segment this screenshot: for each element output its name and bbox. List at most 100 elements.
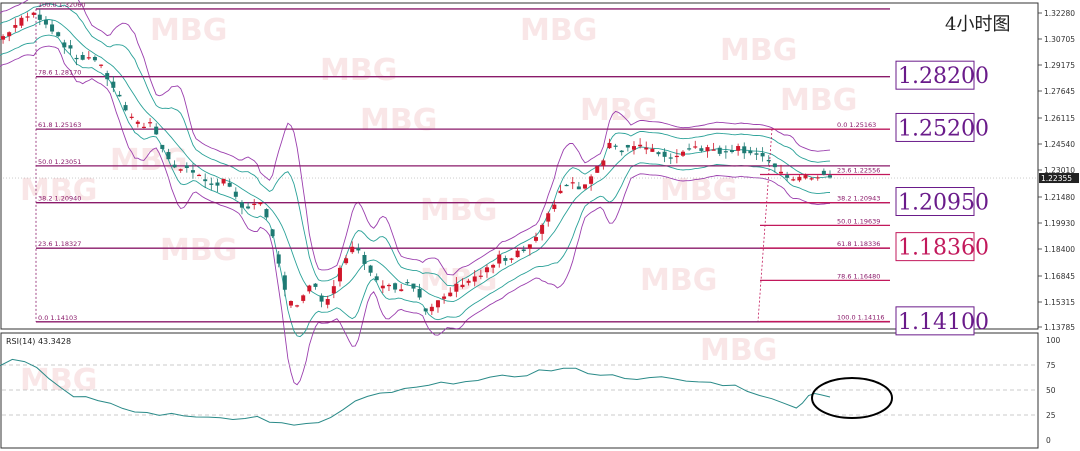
candle-body [13, 25, 18, 28]
candle-body [190, 170, 195, 173]
price-tick-label: 1.16845 [1044, 272, 1075, 281]
candle-body [466, 280, 471, 283]
candle-body [693, 146, 698, 148]
candle-body [442, 296, 447, 299]
watermark-mbg: MBG [150, 13, 227, 48]
candle-body [472, 276, 477, 282]
candle-body [460, 284, 465, 288]
candle-body [393, 283, 398, 290]
fibonacci-lines: 100.0 1.32060 78.6 1.28170 61.8 1.25163 50.… [35, 1, 890, 323]
candle-body [785, 175, 790, 178]
fib-right-label: 23.6 1.22556 [837, 167, 880, 175]
fib-left-label: 78.6 1.28170 [38, 69, 81, 77]
candle-body [638, 144, 643, 147]
candle-body [301, 295, 306, 301]
candle-body [484, 267, 489, 273]
candle-body [356, 247, 361, 251]
price-axis: 1.32280 1.30705 1.29175 1.27645 1.26115 1.245… [0, 9, 1075, 332]
candle-body [772, 163, 777, 168]
candle-body [515, 250, 520, 258]
price-tick-label: 1.32280 [1044, 9, 1075, 18]
fib-left-label: 23.6 1.18327 [38, 240, 81, 248]
watermark-mbg: MBG [420, 193, 497, 228]
candle-body [540, 224, 545, 234]
candle-body [754, 153, 759, 155]
candle-body [246, 206, 251, 209]
candle-body [656, 152, 661, 155]
candle-body [423, 308, 428, 312]
candle-body [717, 147, 722, 154]
current-price-label: 1.22355 [1041, 174, 1072, 183]
fib-left-label: 38.2 1.20940 [38, 195, 81, 203]
candle-body [613, 145, 618, 147]
candle-body [307, 285, 312, 292]
key-level-box [895, 112, 975, 142]
candle-body [221, 178, 226, 184]
candle-body [619, 150, 624, 153]
candle-body [687, 148, 692, 150]
fib-right-label: 0.0 1.25163 [837, 121, 876, 129]
candle-body [736, 146, 741, 151]
candle-body [797, 176, 802, 181]
candle-body [411, 283, 416, 289]
candle-body [7, 32, 12, 37]
watermark-mbg: MBG [640, 263, 717, 298]
candlestick-series [1, 8, 832, 315]
watermark-mbg: MBG [780, 83, 857, 118]
candle-body [680, 151, 685, 156]
band-upper-outer [0, 0, 831, 276]
candle-body [595, 166, 600, 173]
key-level-label: 1.25200 [898, 116, 989, 141]
candle-body [80, 54, 85, 60]
fib-left-label: 100.0 1.32060 [38, 1, 86, 9]
candle-body [491, 264, 496, 268]
candle-body [37, 14, 42, 20]
candle-body [417, 288, 422, 298]
candle-body [331, 286, 336, 294]
candle-body [105, 73, 110, 80]
candle-body [778, 171, 783, 174]
candle-body [209, 183, 214, 185]
candle-body [319, 295, 324, 302]
fib-right-label: 61.8 1.18336 [837, 240, 880, 248]
candle-body [809, 178, 814, 180]
candle-body [533, 237, 538, 241]
candle-body [160, 144, 165, 149]
candle-body [264, 209, 269, 218]
candle-body [380, 285, 385, 289]
fib-left-label: 0.0 1.14103 [38, 314, 77, 322]
candle-body [344, 258, 349, 264]
candle-body [154, 126, 159, 135]
key-level-box [895, 306, 975, 336]
candle-body [350, 246, 355, 253]
candle-body [448, 292, 453, 297]
candle-body [374, 276, 379, 281]
candle-body [337, 267, 342, 282]
watermark-mbg: MBG [110, 143, 187, 178]
candle-body [172, 164, 177, 168]
price-tick-label: 1.26115 [1044, 114, 1075, 123]
candle-body [558, 190, 563, 194]
candle-body [135, 121, 140, 124]
candle-body [117, 94, 122, 97]
price-tick-label: 1.23010 [1044, 166, 1075, 175]
candle-body [631, 146, 636, 150]
candle-body [227, 182, 232, 187]
candle-body [31, 12, 36, 15]
candle-body [92, 56, 97, 61]
watermark-mbg: MBG [360, 103, 437, 138]
candle-body [368, 265, 373, 273]
candle-body [828, 175, 832, 178]
candle-body [86, 57, 91, 59]
price-tick-label: 1.13785 [1044, 323, 1075, 332]
rsi-highlight-ellipse [811, 377, 893, 419]
candle-body [270, 229, 275, 237]
candle-body [362, 254, 367, 264]
price-tick-label: 1.30705 [1044, 35, 1075, 44]
rsi-tick-label: 25 [1046, 411, 1056, 420]
candle-body [197, 174, 202, 177]
candle-body [68, 45, 73, 49]
key-level-label: 1.18360 [898, 236, 989, 261]
candle-body [815, 177, 820, 179]
